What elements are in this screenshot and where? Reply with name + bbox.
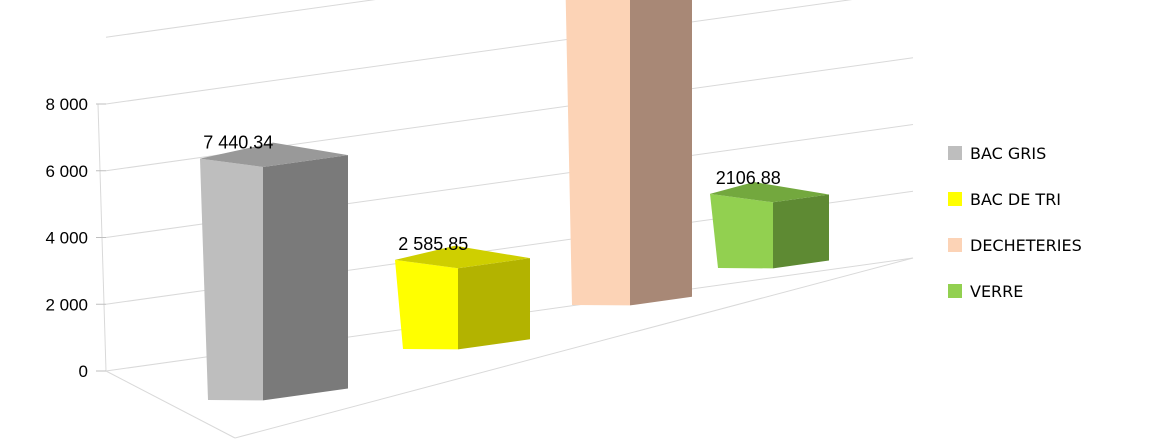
legend-label: BAC DE TRI <box>970 189 1062 209</box>
legend-swatch <box>948 238 962 252</box>
gridline <box>105 0 853 105</box>
chart-legend: BAC GRIS BAC DE TRI DECHETERIES VERRE <box>948 136 1153 320</box>
y-tick-label: 2 000 <box>45 295 88 314</box>
legend-label: BAC GRIS <box>970 143 1047 163</box>
bar-side-face <box>773 194 829 269</box>
y-tick-label: 6 000 <box>45 162 88 181</box>
bar-bac-gris <box>200 142 348 401</box>
y-tick-label: 4 000 <box>45 229 88 248</box>
bar-series <box>200 0 829 401</box>
data-labels: 7 440.342 585.8512 143.422106.88 <box>203 133 781 254</box>
bar-front-face <box>710 193 773 269</box>
legend-swatch <box>948 146 962 160</box>
legend-label: VERRE <box>970 281 1024 301</box>
bar-top-face <box>710 182 829 203</box>
legend-item-verre: VERRE <box>948 274 1153 308</box>
floor-edge <box>234 257 914 439</box>
legend-swatch <box>948 192 962 206</box>
bar-front-face <box>200 158 263 401</box>
bar-top-face <box>200 142 348 167</box>
bar-side-face <box>458 258 530 350</box>
legend-label: DECHETERIES <box>970 235 1082 255</box>
gridline <box>105 0 376 38</box>
legend-item-bac-gris: BAC GRIS <box>948 136 1153 170</box>
data-label: 2 585.85 <box>398 234 468 254</box>
bar-top-face <box>395 245 530 269</box>
y-axis: 0 2 000 4 000 6 000 8 000 <box>45 95 106 381</box>
legend-item-decheteries: DECHETERIES <box>948 228 1153 262</box>
bar-verre <box>710 182 829 269</box>
bar-front-face <box>395 259 458 350</box>
data-label: 2106.88 <box>716 168 781 188</box>
bar-side-face <box>263 155 348 401</box>
floor-edge <box>105 370 236 439</box>
y-tick-label: 0 <box>79 362 88 381</box>
bar-bac-de-tri <box>395 245 530 350</box>
y-tick-label: 8 000 <box>45 95 88 114</box>
bar-side-face <box>630 0 692 306</box>
bar-front-face <box>565 0 630 306</box>
bar-decheteries <box>565 0 692 306</box>
legend-item-bac-de-tri: BAC DE TRI <box>948 182 1153 216</box>
legend-swatch <box>948 284 962 298</box>
data-label: 7 440.34 <box>203 133 273 153</box>
